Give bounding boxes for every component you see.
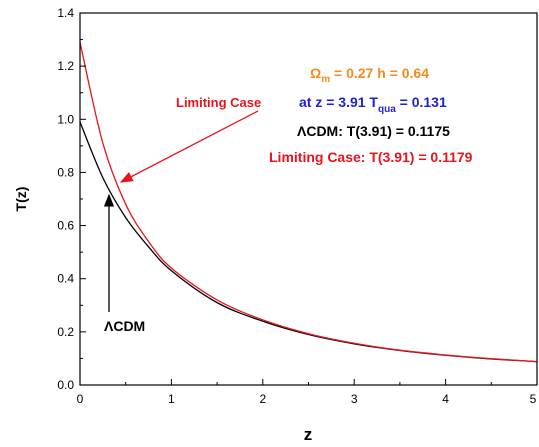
x-tick-label: 1	[168, 392, 175, 406]
plot-frame	[79, 12, 538, 386]
x-tick-label: 5	[530, 392, 537, 406]
x-tick-label: 4	[442, 392, 449, 406]
limiting-result-annotation: Limiting Case: T(3.91) = 0.1179	[269, 149, 473, 165]
x-tick-label: 3	[351, 392, 358, 406]
z-annotation-prefix: at z = 3.91 T	[299, 94, 378, 110]
z-annotation-suffix: = 0.131	[396, 94, 447, 110]
x-tick-label: 0	[77, 392, 84, 406]
y-tick-label: 0.6	[57, 219, 74, 233]
x-tick-label: 2	[259, 392, 266, 406]
y-axis-ticks: 0.0 0.2 0.4 0.6 0.8 1.0 1.2 1.4	[57, 6, 86, 392]
y-tick-label: 0.0	[57, 378, 74, 392]
y-tick-label: 1.2	[57, 59, 74, 73]
y-tick-label: 0.8	[57, 165, 74, 179]
omega-symbol: Ω	[310, 65, 321, 81]
z-annotation: at z = 3.91 Tqua = 0.131	[299, 94, 447, 115]
limiting-case-curve	[79, 42, 538, 363]
y-tick-label: 0.2	[57, 325, 74, 339]
z-annotation-subscript: qua	[378, 104, 396, 115]
lcdm-result-annotation: ΛCDM: T(3.91) = 0.1175	[297, 123, 450, 139]
params-text: = 0.27 h = 0.64	[330, 65, 429, 81]
limiting-case-label: Limiting Case	[176, 95, 261, 110]
y-tick-label: 1.0	[57, 112, 74, 126]
lcdm-label: ΛCDM	[104, 318, 145, 334]
omega-subscript: m	[321, 74, 330, 85]
y-tick-label: 0.4	[57, 272, 74, 286]
x-axis-ticks: 0 1 2 3 4 5	[77, 379, 538, 406]
series-layer	[79, 42, 538, 363]
params-annotation: Ωm = 0.27 h = 0.64	[310, 65, 429, 85]
y-axis-title: T(z)	[13, 187, 29, 212]
limiting-case-arrow	[119, 110, 259, 183]
y-tick-label: 1.4	[57, 6, 74, 20]
x-axis-title: z	[304, 425, 313, 444]
